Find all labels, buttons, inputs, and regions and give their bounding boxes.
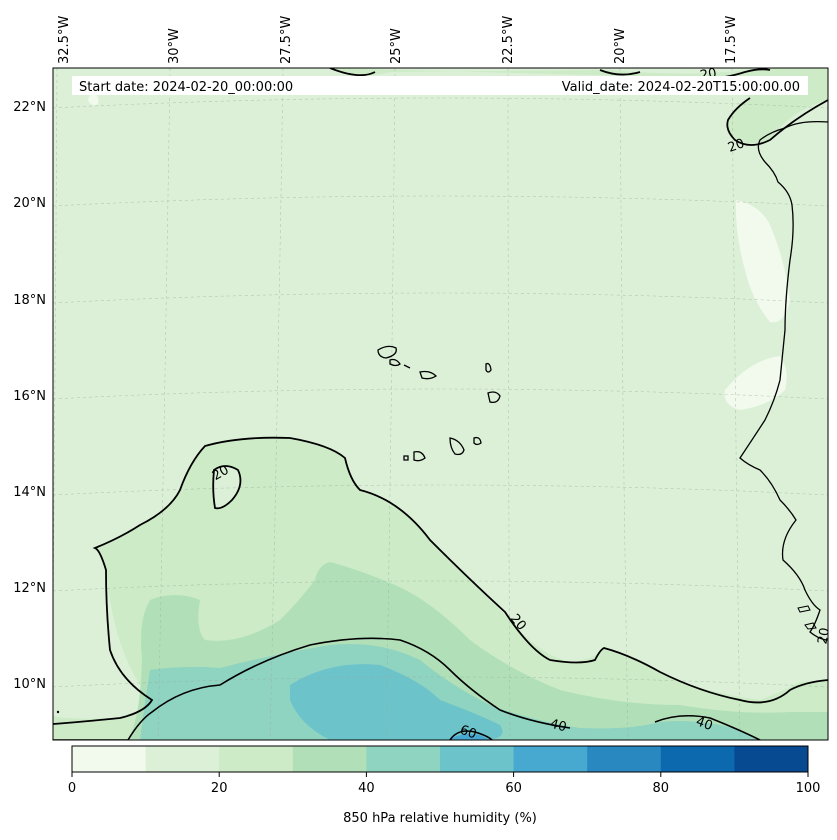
rh-fill-50-60	[290, 664, 503, 740]
header-banner	[72, 76, 808, 95]
lat-label: 16°N	[13, 389, 46, 404]
colorbar-cell	[513, 746, 588, 772]
colorbar-cell	[145, 746, 220, 772]
rh-fill-40-50	[140, 644, 760, 740]
lon-label: 25°W	[389, 28, 404, 64]
contour-label: 20	[210, 463, 232, 484]
coastal-islands	[804, 622, 817, 630]
contour-label: 40	[694, 714, 715, 734]
coastline-africa	[739, 120, 828, 641]
lat-label: 10°N	[13, 677, 46, 692]
lon-label: 22.5°W	[501, 16, 516, 64]
colorbar-tick-label: 80	[653, 781, 670, 796]
contour-label: 20	[726, 136, 747, 156]
colorbar-tick-label: 0	[68, 781, 76, 796]
colorbar-cell	[219, 746, 294, 772]
colorbar-tick-label: 60	[505, 781, 522, 796]
stray-point	[56, 710, 60, 714]
lat-label: 14°N	[13, 485, 46, 500]
lon-labels: 32.5°W 30°W 27.5°W 25°W 22.5°W 20°W 17.5…	[57, 16, 739, 64]
contour-label: 60	[458, 723, 479, 743]
graticule	[53, 68, 828, 740]
contour-40	[53, 637, 761, 740]
colorbar-cell	[72, 746, 147, 772]
colorbar-ticks: 0 20 40 60 80 100	[68, 772, 821, 796]
contour-60	[449, 730, 493, 740]
colorbar-tick-label: 40	[358, 781, 375, 796]
contour-label: 40	[548, 717, 568, 736]
colorbar-cell	[366, 746, 441, 772]
lon-label: 30°W	[167, 28, 182, 64]
contour-20	[53, 68, 828, 725]
colorbar-frame	[71, 745, 809, 773]
colorbar-cell	[440, 746, 515, 772]
colorbar-cell	[660, 746, 735, 772]
lon-label: 32.5°W	[57, 16, 72, 64]
lat-label: 22°N	[13, 100, 46, 115]
contour-label: 20	[815, 627, 833, 646]
lat-label: 20°N	[13, 196, 46, 211]
rh-fill-0-10-c	[88, 94, 99, 106]
colorbar-tick-label: 20	[211, 781, 228, 796]
colorbar-label: 850 hPa relative humidity (%)	[343, 811, 537, 826]
map-frame	[52, 67, 829, 741]
lat-label: 12°N	[13, 581, 46, 596]
colorbar-cells	[72, 746, 809, 772]
lon-label: 27.5°W	[279, 16, 294, 64]
colorbar-cell	[292, 746, 367, 772]
map-panel: 20 20 20 20 40 40 60 20	[53, 68, 833, 743]
start-date-text: Start date: 2024-02-20_00:00:00	[79, 80, 293, 95]
contour-labels: 20 20 20 20 40 40 60 20	[210, 68, 833, 743]
rh-fill-20-30-north	[330, 68, 828, 144]
colorbar-cell	[734, 746, 809, 772]
colorbar-tick-label: 100	[796, 781, 821, 796]
coastal-islands	[797, 605, 811, 613]
colorbar-cell	[587, 746, 662, 772]
valid-date-text: Valid_date: 2024-02-20T15:00:00.00	[562, 80, 800, 95]
rh-fill-0-10-b	[724, 356, 787, 410]
lon-label: 20°W	[613, 28, 628, 64]
lon-label: 17.5°W	[724, 16, 739, 64]
rh-fill-0-10-a	[735, 200, 790, 323]
cape-verde-islands	[377, 345, 501, 462]
lat-label: 18°N	[13, 293, 46, 308]
lat-labels: 22°N 20°N 18°N 16°N 14°N 12°N 10°N	[13, 100, 46, 692]
rh-fill-60-70	[450, 734, 490, 740]
